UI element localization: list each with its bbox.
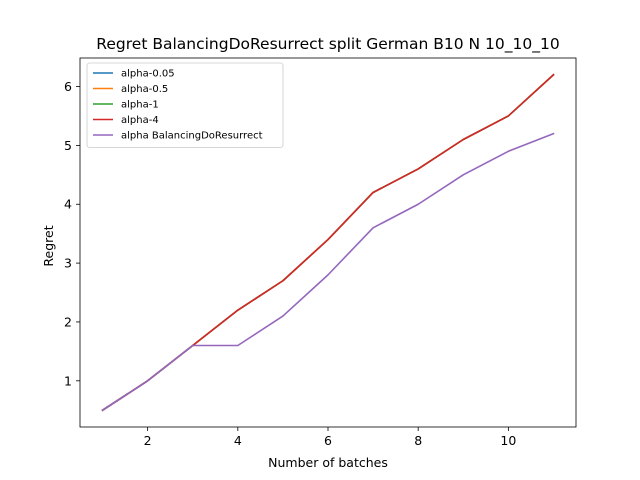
series-line-5 xyxy=(101,132,555,412)
y-tick-label: 4 xyxy=(64,197,72,212)
legend: alpha-0.05 alpha-0.5 alpha-1 alpha-4 alpha B… xyxy=(86,62,284,148)
x-tick-label: 10 xyxy=(500,433,516,448)
legend-label: alpha-0.5 xyxy=(121,84,168,95)
chart-title: Regret BalancingDoResurrect split German… xyxy=(96,35,559,54)
x-axis: 2 4 6 8 10 xyxy=(144,427,516,448)
x-tick-label: 8 xyxy=(414,433,422,448)
y-tick-label: 5 xyxy=(64,138,72,153)
y-tick-label: 1 xyxy=(64,373,72,388)
y-tick-label: 3 xyxy=(64,256,72,271)
legend-label: alpha BalancingDoResurrect xyxy=(121,131,263,142)
legend-label: alpha-1 xyxy=(121,100,159,111)
x-axis-label: Number of batches xyxy=(268,455,388,470)
plot-area xyxy=(79,57,577,428)
x-tick-label: 2 xyxy=(144,433,152,448)
legend-box xyxy=(86,62,284,148)
y-tick-label: 2 xyxy=(64,314,72,329)
y-axis: 1 2 3 4 5 6 xyxy=(64,79,80,388)
y-tick-label: 6 xyxy=(64,79,72,94)
y-axis-label: Regret xyxy=(41,225,56,266)
x-tick-label: 6 xyxy=(324,433,332,448)
x-tick-label: 4 xyxy=(234,433,242,448)
legend-label: alpha-4 xyxy=(121,115,159,126)
legend-label: alpha-0.05 xyxy=(121,69,175,80)
